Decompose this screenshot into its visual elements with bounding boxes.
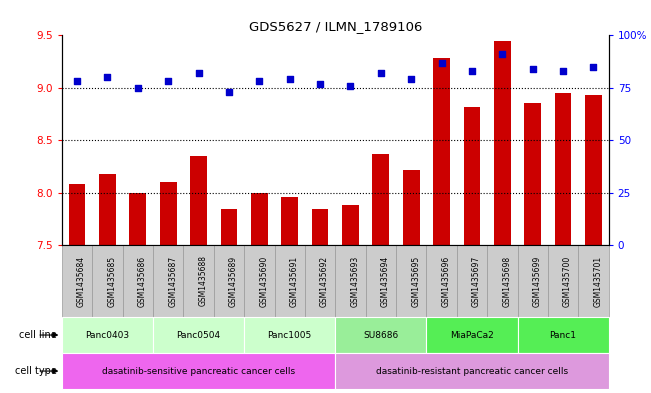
Point: [558, 68, 568, 74]
Bar: [487, 245, 518, 317]
Bar: [335, 317, 426, 353]
Point: [376, 70, 386, 76]
Text: GSM1435697: GSM1435697: [472, 255, 481, 307]
Bar: [525, 103, 541, 245]
Text: GSM1435696: GSM1435696: [441, 255, 450, 307]
Text: GSM1435700: GSM1435700: [563, 255, 572, 307]
Text: Panc0403: Panc0403: [85, 331, 130, 340]
Point: [497, 51, 508, 57]
Point: [133, 84, 143, 91]
Bar: [305, 245, 335, 317]
Text: cell line: cell line: [19, 330, 57, 340]
Title: GDS5627 / ILMN_1789106: GDS5627 / ILMN_1789106: [249, 20, 422, 33]
Text: Panc1005: Panc1005: [268, 331, 312, 340]
Bar: [281, 197, 298, 245]
Bar: [153, 245, 184, 317]
Point: [72, 78, 82, 84]
Bar: [251, 193, 268, 245]
Bar: [434, 59, 450, 245]
Text: cell type: cell type: [14, 366, 57, 376]
Bar: [122, 245, 153, 317]
Text: GSM1435691: GSM1435691: [290, 255, 299, 307]
Bar: [275, 245, 305, 317]
Point: [467, 68, 477, 74]
Bar: [494, 40, 510, 245]
Point: [406, 76, 417, 83]
Text: GSM1435692: GSM1435692: [320, 255, 329, 307]
Point: [527, 66, 538, 72]
Bar: [221, 209, 237, 245]
Bar: [518, 245, 548, 317]
Bar: [214, 245, 244, 317]
Bar: [464, 107, 480, 245]
Bar: [372, 154, 389, 245]
Bar: [244, 245, 275, 317]
Point: [224, 89, 234, 95]
Bar: [312, 209, 329, 245]
Text: Panc1: Panc1: [549, 331, 577, 340]
Bar: [62, 317, 153, 353]
Bar: [457, 245, 487, 317]
Text: GSM1435698: GSM1435698: [503, 255, 511, 307]
Bar: [518, 317, 609, 353]
Point: [193, 70, 204, 76]
Bar: [426, 245, 457, 317]
Text: GSM1435701: GSM1435701: [594, 255, 602, 307]
Bar: [99, 174, 116, 245]
Text: GSM1435699: GSM1435699: [533, 255, 542, 307]
Bar: [578, 245, 609, 317]
Bar: [555, 93, 572, 245]
Text: GSM1435685: GSM1435685: [107, 255, 117, 307]
Bar: [585, 95, 602, 245]
Text: GSM1435688: GSM1435688: [199, 255, 208, 307]
Bar: [342, 205, 359, 245]
Bar: [62, 245, 92, 317]
Text: MiaPaCa2: MiaPaCa2: [450, 331, 494, 340]
Bar: [244, 317, 335, 353]
Text: GSM1435693: GSM1435693: [350, 255, 359, 307]
Bar: [159, 182, 176, 245]
Text: Panc0504: Panc0504: [176, 331, 221, 340]
Point: [589, 64, 599, 70]
Text: SU8686: SU8686: [363, 331, 398, 340]
Point: [345, 83, 355, 89]
Point: [102, 74, 113, 81]
Bar: [69, 184, 85, 245]
Bar: [184, 245, 214, 317]
Text: dasatinib-sensitive pancreatic cancer cells: dasatinib-sensitive pancreatic cancer ce…: [102, 367, 295, 376]
Bar: [335, 353, 609, 389]
Bar: [396, 245, 426, 317]
Text: dasatinib-resistant pancreatic cancer cells: dasatinib-resistant pancreatic cancer ce…: [376, 367, 568, 376]
Text: GSM1435684: GSM1435684: [77, 255, 86, 307]
Bar: [366, 245, 396, 317]
Bar: [403, 169, 419, 245]
Text: GSM1435689: GSM1435689: [229, 255, 238, 307]
Bar: [548, 245, 578, 317]
Point: [436, 59, 447, 66]
Bar: [426, 317, 518, 353]
Bar: [153, 317, 244, 353]
Text: GSM1435690: GSM1435690: [259, 255, 268, 307]
Bar: [190, 156, 207, 245]
Text: GSM1435687: GSM1435687: [168, 255, 177, 307]
Point: [254, 78, 264, 84]
Text: GSM1435686: GSM1435686: [138, 255, 146, 307]
Point: [284, 76, 295, 83]
Text: GSM1435695: GSM1435695: [411, 255, 420, 307]
Point: [315, 81, 326, 87]
Bar: [92, 245, 122, 317]
Text: GSM1435694: GSM1435694: [381, 255, 390, 307]
Bar: [335, 245, 366, 317]
Bar: [130, 193, 146, 245]
Point: [163, 78, 173, 84]
Bar: [62, 353, 335, 389]
